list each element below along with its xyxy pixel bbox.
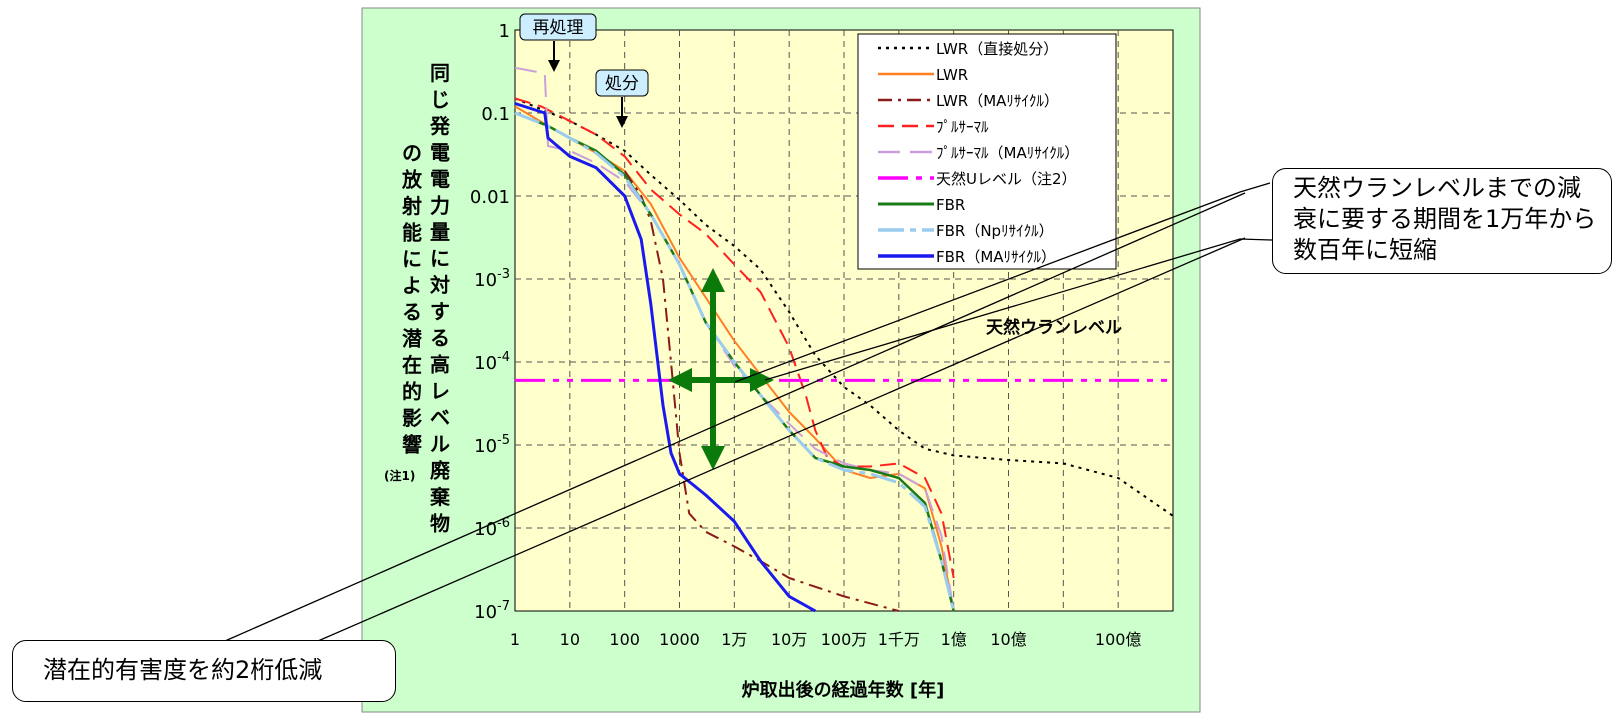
legend-label: ﾌﾟﾙｻｰﾏﾙ [936,118,989,136]
reprocessing-label: 再処理 [533,18,584,38]
natural-uranium-label: 天然ウランレベル [986,317,1122,338]
tick-layer: 1 10 100 1000 1万 10万 100万 1千万 1億 10億 100億 1 0.1 0.01 1… [470,21,1142,649]
y-axis-label-char: 力 [430,194,450,218]
y-tick-label: 1 [499,21,510,42]
y-tick-label: 10-5 [474,433,510,457]
y-tick-label: 0.01 [470,187,510,208]
disposal-annotation: 処分 [595,69,649,128]
x-tick-label: 1億 [941,630,967,649]
callout-period-shortening-text: 天然ウランレベルまでの減衰に要する期間を1万年から数百年に短縮 [1293,174,1597,264]
arrow-down-head [701,446,725,470]
series-line [623,170,900,612]
legend-label: FBR（MAﾘｻｲｸﾙ） [936,248,1056,266]
y-axis-label-char: の [402,141,422,165]
y-axis-label-char: 電 [430,141,450,165]
y-axis-label-note: (注1) [384,468,415,483]
arrow-up-head [701,268,725,292]
y-axis-label-char: に [430,247,450,271]
x-axis-label: 炉取出後の経過年数 [年] [742,679,945,701]
y-axis-label-char: 響 [402,433,422,457]
y-axis-label-char: す [430,300,450,324]
x-tick-label: 1万 [721,630,747,649]
legend-label: ﾌﾟﾙｻｰﾏﾙ（MAﾘｻｲｸﾙ） [936,144,1079,162]
x-tick-label: 1 [510,630,520,649]
y-axis-label-char: 放 [401,168,423,192]
legend-label: LWR（直接処分） [936,40,1058,58]
y-axis-label-char: る [430,326,450,350]
series-line [514,97,955,579]
y-axis-label-char: じ [430,88,450,112]
legend-label: LWR [936,66,968,84]
y-axis-label-char: 的 [402,380,422,404]
legend-label: LWR（MAﾘｻｲｸﾙ） [936,92,1059,110]
y-axis-label-char: 発 [429,114,451,138]
y-axis-label-char: 能 [402,221,422,245]
y-tick-label: 0.1 [481,104,510,125]
y-axis-label-char: ベ [430,406,450,430]
y-tick-label: 10-3 [474,267,510,291]
series-line [514,102,817,613]
x-tick-label: 100 [609,630,640,649]
disposal-arrow-head [616,116,628,128]
right-callout-pointer-upper [734,182,1271,383]
arrow-left-head [668,368,692,392]
y-axis-label-char: 廃 [430,459,451,483]
y-axis-label-char: 対 [429,273,450,297]
x-tick-label: 100億 [1095,630,1142,649]
callout-hazard-reduction-text: 潜在的有害度を約2桁低減 [43,656,323,684]
y-axis-label-char: る [402,300,422,324]
y-axis-label-char: 棄 [430,485,451,509]
y-tick-label: 10-4 [474,350,510,374]
y-axis-label-char: 電 [430,167,450,191]
y-axis-label-char: 高 [430,353,450,377]
x-tick-label: 10 [560,630,580,649]
y-tick-label: 10-7 [474,599,510,623]
x-tick-label: 10億 [990,630,1026,649]
callout-pointers [224,182,1273,642]
y-axis-label-char: 同 [430,61,450,85]
legend-entries: LWR（直接処分） LWR LWR（MAﾘｻｲｸﾙ） ﾌﾟﾙｻｰﾏﾙ ﾌﾟﾙｻｰﾏﾙ（M… [878,40,1079,266]
legend-label: 天然Uレベル（注2） [936,170,1077,188]
x-tick-label: 1000 [659,630,700,649]
y-axis-label-char: 在 [402,353,422,377]
callout-period-shortening: 天然ウランレベルまでの減衰に要する期間を1万年から数百年に短縮 [1272,168,1612,274]
y-axis-label-char: 潜 [402,327,423,351]
x-tick-label: 100万 [821,630,868,649]
callout-hazard-reduction: 潜在的有害度を約2桁低減 [12,640,396,702]
reprocessing-arrow-head [548,60,560,72]
y-axis-label-char: 影 [402,406,422,430]
y-axis-label-char: 物 [430,512,450,536]
series-line [514,97,1174,517]
y-axis-label-char: レ [430,379,450,403]
y-axis-label-char: 量 [430,220,450,244]
y-axis-label-char: に [402,247,422,271]
legend: LWR（直接処分） LWR LWR（MAﾘｻｲｸﾙ） ﾌﾟﾙｻｰﾏﾙ ﾌﾟﾙｻｰﾏﾙ（M… [857,33,1117,270]
y-axis-label-char: 射 [401,194,422,218]
legend-label: FBR [936,196,965,214]
x-tick-label: 1千万 [878,630,920,649]
left-callout-pointer-lower [317,237,1246,642]
legend-label: FBR（Npﾘｻｲｸﾙ） [936,222,1054,240]
right-callout-pointer-lower [764,238,1273,381]
y-axis-label-char: ル [430,432,450,456]
series-line [514,66,955,612]
left-callout-pointer-upper [224,192,1246,642]
y-axis-label-char: よ [402,274,422,298]
reprocessing-annotation: 再処理 [519,13,597,72]
x-tick-label: 10万 [771,630,807,649]
disposal-label: 処分 [605,74,639,94]
